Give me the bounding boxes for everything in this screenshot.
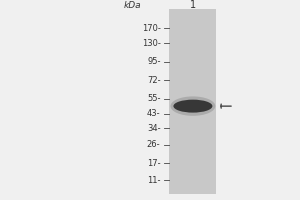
Ellipse shape	[173, 100, 212, 113]
Text: 26-: 26-	[147, 140, 160, 149]
Text: kDa: kDa	[123, 0, 141, 9]
Text: 17-: 17-	[147, 159, 160, 168]
Text: 11-: 11-	[147, 176, 160, 185]
Text: 55-: 55-	[147, 94, 160, 103]
Bar	[169, 9, 216, 194]
Text: 43-: 43-	[147, 109, 160, 118]
Text: 34-: 34-	[147, 124, 160, 133]
Text: 130-: 130-	[142, 39, 160, 48]
Ellipse shape	[170, 96, 215, 116]
Text: 170-: 170-	[142, 24, 160, 33]
Text: 1: 1	[190, 0, 196, 10]
Text: 95-: 95-	[147, 57, 160, 66]
Text: 72-: 72-	[147, 76, 160, 85]
